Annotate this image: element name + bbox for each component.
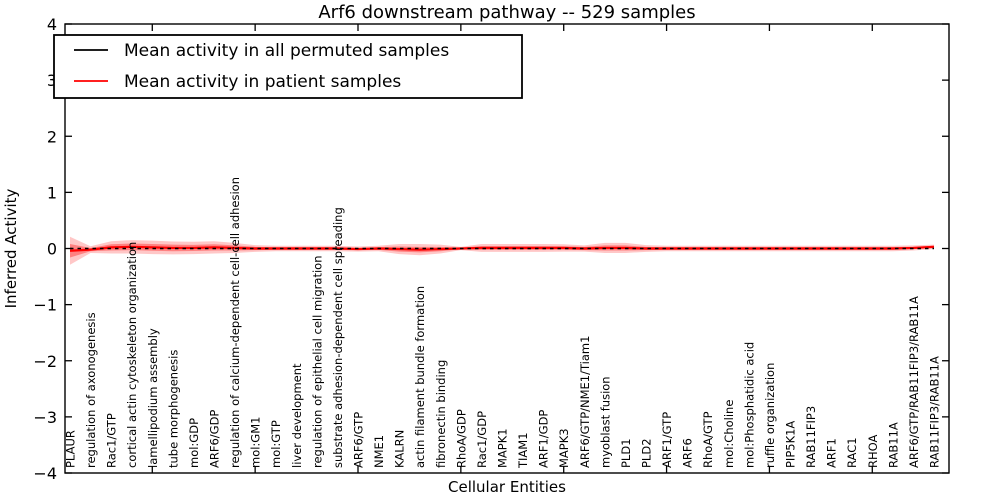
band-outer <box>70 236 934 265</box>
category-label: ARF1/GTP <box>660 412 674 468</box>
chart-title: Arf6 downstream pathway -- 529 samples <box>318 2 695 23</box>
category-label: ARF6 <box>681 438 695 468</box>
category-label: ARF6/GDP <box>208 410 222 468</box>
category-label: ARF1 <box>825 438 839 468</box>
category-label: KALRN <box>393 430 407 468</box>
category-label: fibronectin binding <box>434 360 448 468</box>
category-label: lamellipodium assembly <box>146 328 160 468</box>
category-label: mol:GDP <box>187 418 201 468</box>
category-label: RAB11A <box>886 422 900 468</box>
axis-ticks <box>65 23 949 474</box>
band-inner <box>70 243 934 258</box>
y-tick-label: 3 <box>47 71 57 90</box>
category-label: ruffle organization <box>763 363 777 468</box>
category-label: RhoA/GTP <box>701 411 715 468</box>
category-label: Rac1/GTP <box>105 413 119 468</box>
category-label: cortical actin cytoskeleton organization <box>125 242 139 468</box>
category-label: ARF6/GTP <box>352 412 366 468</box>
category-label: mol:GM1 <box>249 417 263 468</box>
category-label: ARF6/GTP/NME1/Tiam1 <box>578 336 592 468</box>
y-tick-label: −4 <box>33 464 57 483</box>
series-lines <box>69 245 935 252</box>
category-label: TIAM1 <box>516 432 530 469</box>
legend-label-patient: Mean activity in patient samples <box>124 72 401 92</box>
category-label: regulation of epithelial cell migration <box>310 256 324 468</box>
category-label: PLD1 <box>619 438 633 468</box>
x-axis-label: Cellular Entities <box>448 478 566 496</box>
category-label: MAPK3 <box>557 428 571 468</box>
y-tick-labels: 4 3 2 1 0 −1 −2 −3 −4 <box>33 15 57 483</box>
legend: Mean activity in all permuted samples Me… <box>53 34 523 99</box>
category-label: liver development <box>290 363 304 468</box>
category-label: RhoA/GDP <box>454 409 468 468</box>
category-label: MAPK1 <box>496 428 510 468</box>
y-tick-label: −1 <box>33 296 57 315</box>
category-label: actin filament bundle formation <box>413 286 427 468</box>
category-label: PIP5K1A <box>784 421 798 468</box>
category-label: ARF1/GDP <box>537 410 551 468</box>
category-label: myoblast fusion <box>598 376 612 468</box>
category-label: regulation of axonogenesis <box>84 312 98 468</box>
category-label: mol:GTP <box>269 420 283 468</box>
legend-box <box>53 34 523 99</box>
y-tick-label: 0 <box>47 240 57 259</box>
confidence-band <box>70 236 934 265</box>
y-tick-label: 4 <box>47 15 57 34</box>
category-label: ARF6/GTP/RAB11FIP3/RAB11A <box>907 296 921 468</box>
category-label: RHOA <box>866 435 880 468</box>
category-label: mol:Phosphatidic acid <box>742 342 756 468</box>
legend-label-permuted: Mean activity in all permuted samples <box>124 41 449 61</box>
y-axis-label: Inferred Activity <box>2 188 20 308</box>
y-tick-label: −2 <box>33 352 57 371</box>
category-label: RAC1 <box>845 437 859 468</box>
category-label: RAB11FIP3 <box>804 406 818 468</box>
category-label: RAB11FIP3/RAB11A <box>928 356 942 468</box>
category-label: tube morphogenesis <box>166 350 180 468</box>
x-category-labels: PLAUR regulation of axonogenesis Rac1/GTP c… <box>64 177 942 469</box>
category-label: regulation of calcium-dependent cell-cel… <box>228 177 242 468</box>
category-label: mol:Choline <box>722 400 736 468</box>
y-tick-label: −3 <box>33 408 57 427</box>
category-label: PLAUR <box>64 430 78 468</box>
category-label: NME1 <box>372 435 386 468</box>
y-tick-label: 1 <box>47 183 57 202</box>
category-label: PLD2 <box>640 438 654 468</box>
category-label: substrate adhesion-dependent cell spread… <box>331 207 345 468</box>
category-label: Rac1/GDP <box>475 411 489 468</box>
y-tick-label: 2 <box>47 127 57 146</box>
